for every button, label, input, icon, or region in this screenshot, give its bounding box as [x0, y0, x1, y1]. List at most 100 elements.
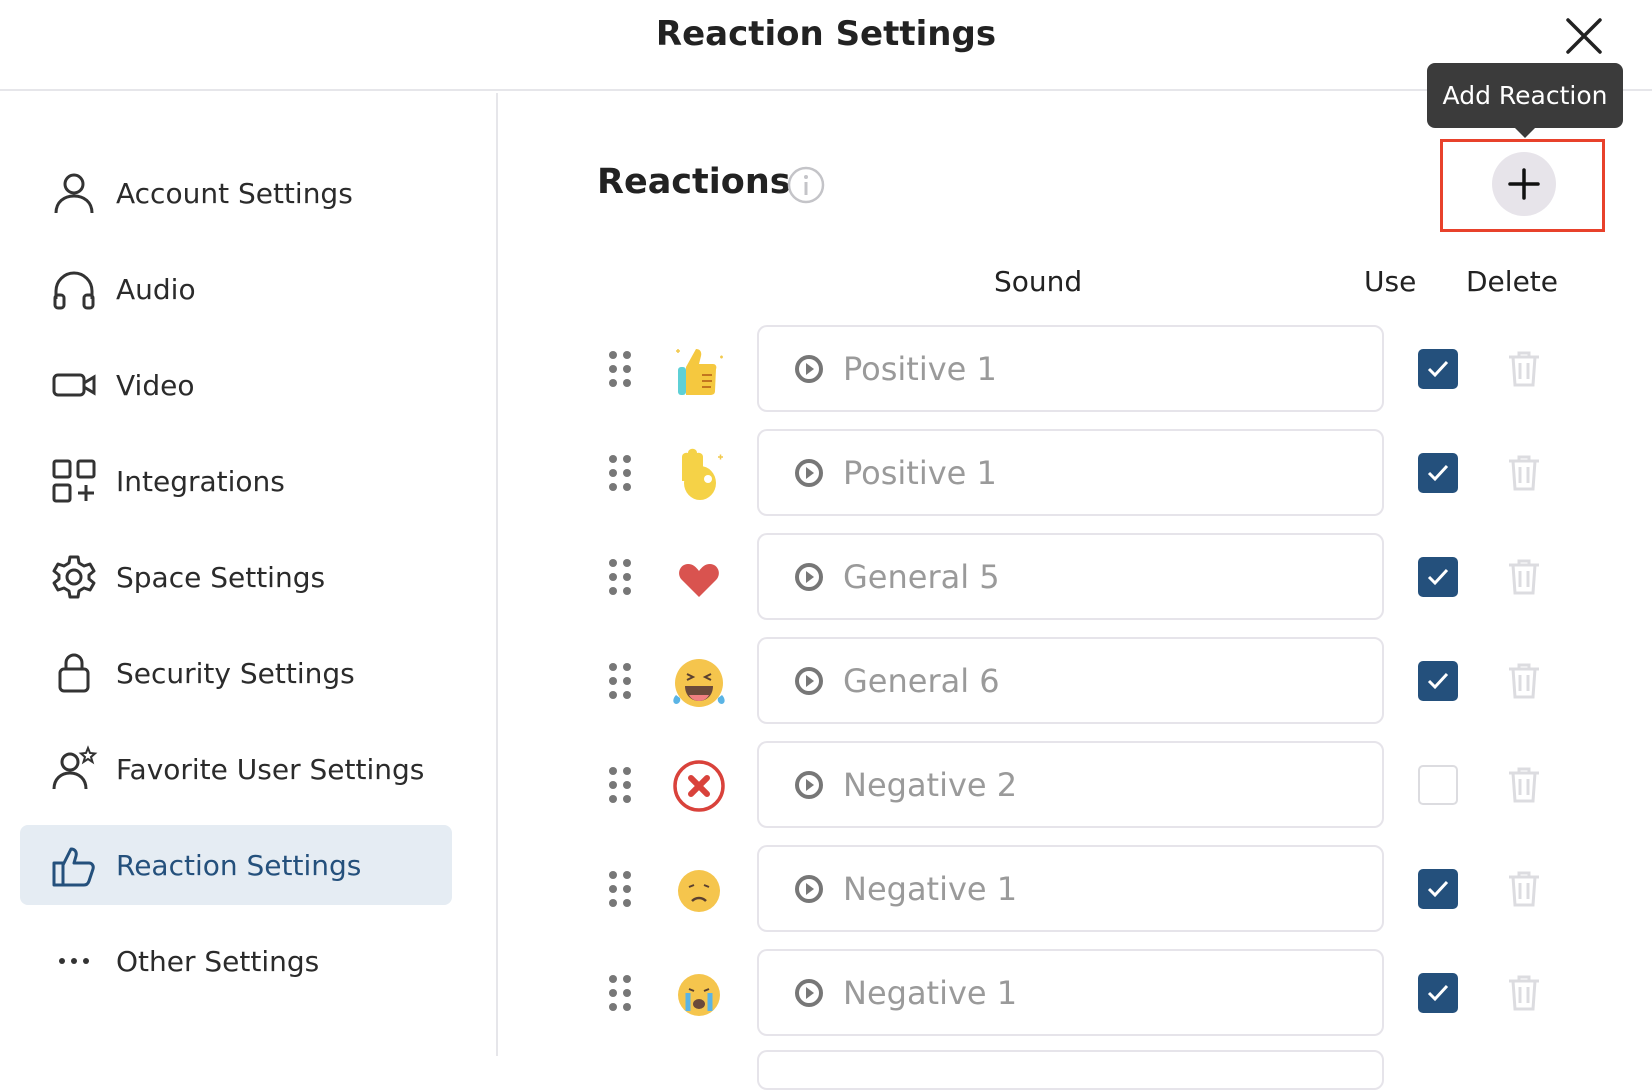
column-header-sound: Sound: [994, 265, 1083, 298]
trash-icon[interactable]: [1505, 973, 1543, 1013]
sidebar-item-label: Reaction Settings: [116, 848, 362, 882]
play-icon[interactable]: [795, 770, 823, 799]
use-checkbox[interactable]: [1418, 869, 1458, 909]
dialog-header: Reaction Settings: [0, 0, 1652, 91]
reaction-row: General 6: [0, 637, 1652, 725]
sound-name: Negative 1: [843, 973, 1018, 1012]
play-icon[interactable]: [795, 978, 823, 1007]
sidebar-item-label: Other Settings: [116, 944, 320, 978]
sound-select[interactable]: Positive 1: [757, 429, 1384, 516]
sidebar-item-security-settings[interactable]: Security Settings: [20, 633, 452, 713]
sidebar-item-label: Space Settings: [116, 560, 326, 594]
sound-select[interactable]: General 6: [757, 637, 1384, 724]
add-reaction-button[interactable]: [1492, 152, 1556, 216]
lock-icon: [58, 653, 90, 693]
drag-handle-icon[interactable]: [607, 973, 633, 1013]
ok-hand-emoji-icon: [682, 448, 723, 500]
use-checkbox[interactable]: [1418, 765, 1458, 805]
sidebar-item-integrations[interactable]: Integrations: [20, 441, 452, 521]
sound-name: Negative 1: [843, 869, 1018, 908]
play-icon[interactable]: [795, 458, 823, 487]
sad-face-emoji-icon: [678, 870, 720, 912]
sidebar-item-label: Favorite User Settings: [116, 752, 425, 786]
drag-handle-icon[interactable]: [607, 869, 633, 909]
sidebar-item-reaction-settings[interactable]: Reaction Settings: [20, 825, 452, 905]
user-icon: [54, 173, 94, 214]
user-star-icon: [52, 745, 98, 790]
sound-name: General 5: [843, 557, 1000, 596]
check-icon: [1427, 672, 1449, 690]
play-icon[interactable]: [795, 666, 823, 695]
sidebar-item-other-settings[interactable]: Other Settings: [20, 921, 452, 1001]
reaction-row: Negative 1: [0, 949, 1652, 1037]
sidebar-item-label: Video: [116, 368, 195, 402]
sound-name: Negative 2: [843, 765, 1018, 804]
check-icon: [1427, 464, 1449, 482]
sound-select[interactable]: General 5: [757, 533, 1384, 620]
dialog-title: Reaction Settings: [655, 14, 997, 54]
play-icon[interactable]: [795, 354, 823, 383]
drag-handle-icon[interactable]: [607, 765, 633, 805]
close-icon[interactable]: [1565, 17, 1603, 55]
sound-select[interactable]: Negative 1: [757, 845, 1384, 932]
check-icon: [1427, 360, 1449, 378]
sidebar-item-label: Account Settings: [116, 176, 353, 210]
use-checkbox[interactable]: [1418, 661, 1458, 701]
sidebar-item-video[interactable]: Video: [20, 345, 452, 425]
use-checkbox[interactable]: [1418, 349, 1458, 389]
sidebar-item-audio[interactable]: Audio: [20, 249, 452, 329]
sound-field-partial[interactable]: [757, 1050, 1384, 1090]
check-icon: [1427, 984, 1449, 1002]
headphones-icon: [53, 271, 95, 310]
heart-emoji-icon: [679, 564, 719, 597]
check-icon: [1427, 568, 1449, 586]
use-checkbox[interactable]: [1418, 973, 1458, 1013]
sidebar-item-account-settings[interactable]: Account Settings: [20, 153, 452, 233]
column-header-delete: Delete: [1466, 265, 1558, 298]
use-checkbox[interactable]: [1418, 557, 1458, 597]
trash-icon[interactable]: [1505, 349, 1543, 389]
red-x-emoji-icon: [673, 760, 725, 812]
drag-handle-icon[interactable]: [607, 661, 633, 701]
highlight-box: [1440, 139, 1605, 232]
check-icon: [1427, 880, 1449, 898]
reaction-row: General 5: [0, 533, 1652, 621]
sidebar-item-favorite-user-settings[interactable]: Favorite User Settings: [20, 729, 452, 809]
grid-plus-icon: [52, 459, 96, 503]
trash-icon[interactable]: [1505, 453, 1543, 493]
info-icon[interactable]: [786, 165, 826, 205]
drag-handle-icon[interactable]: [607, 453, 633, 493]
sound-select[interactable]: Positive 1: [757, 325, 1384, 412]
sound-select[interactable]: Negative 1: [757, 949, 1384, 1036]
reaction-row: Negative 1: [0, 845, 1652, 933]
play-icon[interactable]: [795, 562, 823, 591]
play-icon[interactable]: [795, 874, 823, 903]
trash-icon[interactable]: [1505, 869, 1543, 909]
crying-face-emoji-icon: [678, 974, 720, 1016]
sound-name: Positive 1: [843, 453, 997, 492]
thumbs-up-emoji-icon: [676, 349, 723, 395]
reaction-row: Negative 2: [0, 741, 1652, 829]
reaction-row: Positive 1: [0, 325, 1652, 413]
add-reaction-tooltip: Add Reaction: [1427, 63, 1623, 138]
drag-handle-icon[interactable]: [607, 557, 633, 597]
sidebar-item-space-settings[interactable]: Space Settings: [20, 537, 452, 617]
sound-name: Positive 1: [843, 349, 997, 388]
trash-icon[interactable]: [1505, 765, 1543, 805]
sidebar-item-label: Security Settings: [116, 656, 355, 690]
sound-select[interactable]: Negative 2: [757, 741, 1384, 828]
sidebar: Account Settings Audio Video Integrations Sp…: [0, 93, 498, 1056]
plus-icon: [1508, 168, 1540, 200]
thumbs-up-icon: [52, 847, 95, 887]
reactions-heading: Reactions: [597, 162, 791, 202]
trash-icon[interactable]: [1505, 661, 1543, 701]
reaction-row: Positive 1: [0, 429, 1652, 517]
drag-handle-icon[interactable]: [607, 349, 633, 389]
sound-name: General 6: [843, 661, 1000, 700]
video-camera-icon: [52, 373, 96, 397]
sidebar-item-label: Integrations: [116, 464, 285, 498]
gear-icon: [52, 555, 96, 599]
use-checkbox[interactable]: [1418, 453, 1458, 493]
trash-icon[interactable]: [1505, 557, 1543, 597]
more-dots-icon: [59, 958, 89, 964]
